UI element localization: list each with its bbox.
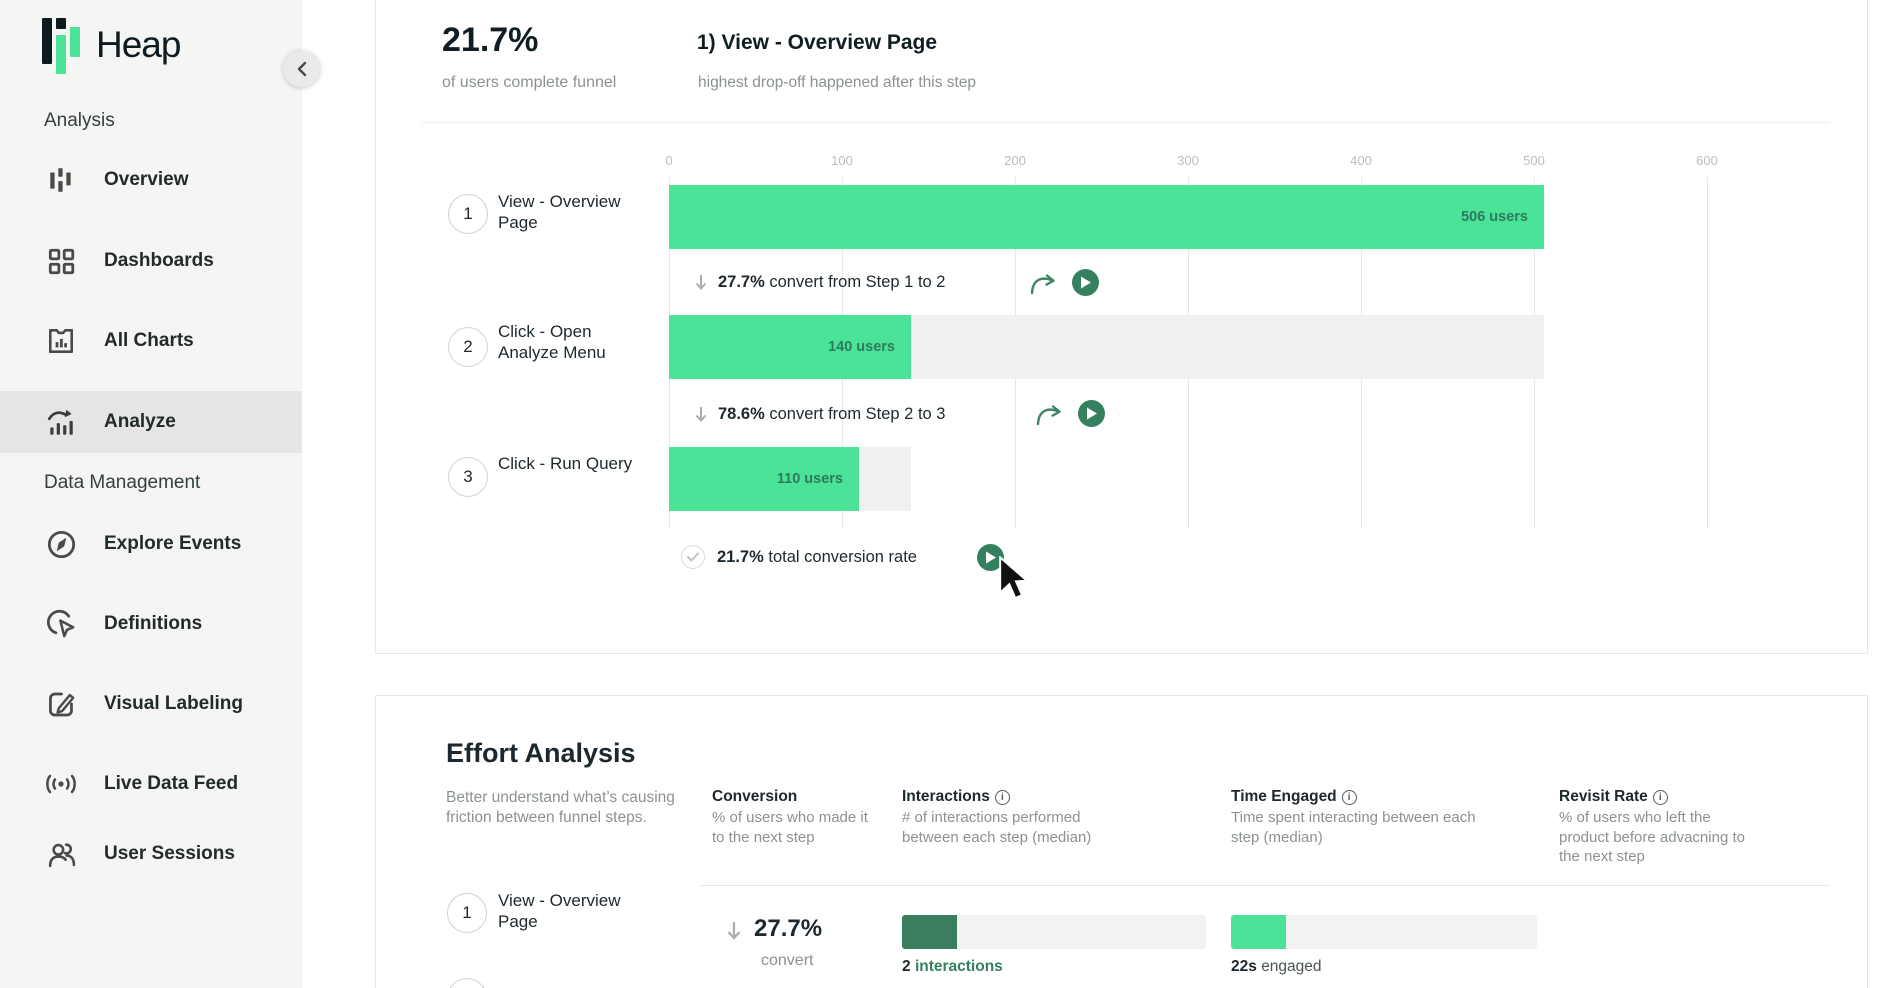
play-icon [1080,276,1091,289]
axis-tick: 500 [1523,153,1545,168]
play-session-button[interactable] [1072,269,1099,296]
funnel-card: 21.7% of users complete funnel 1) View -… [375,0,1868,654]
overview-icon [44,164,78,196]
bar-users-label: 140 users [828,339,895,355]
bar-users-label: 506 users [1461,209,1528,225]
heap-logo-text: Heap [96,24,181,65]
transition-text: 27.7% convert from Step 1 to 2 [718,272,946,291]
column-header-conversion: Conversion % of users who made it to the… [712,788,868,846]
total-conversion-text: 21.7% total conversion rate [717,547,917,566]
definitions-icon [44,608,78,640]
sidebar-item-live-data-feed[interactable]: Live Data Feed [0,753,302,815]
chevron-left-icon [295,61,309,77]
step-number-badge: 2 [447,978,487,988]
effort-analysis-card: Effort Analysis Better understand what’s… [375,695,1868,988]
step-number-badge: 1 [448,194,488,234]
column-header-interactions: Interactions i # of interactions performe… [902,788,1092,846]
step-label: View - Overview Page [498,192,621,232]
transition-row-1: 27.7% convert from Step 1 to 2 [692,249,945,315]
step-label: View - Overview Page [498,891,621,931]
funnel-dropoff-title: 1) View - Overview Page [697,31,938,54]
time-engaged-label: 22s engaged [1231,958,1322,975]
bar-users-label: 110 users [776,471,843,487]
sidebar-collapse-button[interactable] [283,50,320,87]
time-engaged-meter-fill [1231,915,1287,949]
funnel-dropoff-caption: highest drop-off happened after this ste… [698,74,977,91]
check-circle-icon [681,545,705,569]
curved-arrow-icon [1028,270,1058,296]
sidebar-item-explore-events[interactable]: Explore Events [0,513,302,575]
info-icon[interactable]: i [994,789,1010,805]
sidebar-section-analysis: Analysis [44,110,115,131]
axis-tick: 0 [665,153,673,168]
axis-tick: 400 [1350,153,1372,168]
axis-tick: 200 [1004,153,1026,168]
funnel-bar-step2[interactable]: 140 users [669,315,911,379]
explore-events-icon [44,528,78,560]
curved-arrow-icon [1034,401,1064,427]
interactions-label: 2 interactions [902,958,1003,975]
play-session-button[interactable] [1078,400,1105,427]
time-engaged-meter [1231,915,1537,949]
column-header-time-engaged: Time Engaged i Time spent interacting bet… [1231,788,1476,846]
arrow-down-icon [692,405,710,424]
heap-logo[interactable]: Heap [42,16,181,74]
effort-analysis-description: Better understand what’s causing frictio… [446,789,675,826]
funnel-summary-value: 21.7% [442,21,539,59]
effort-analysis-title: Effort Analysis [446,738,636,768]
arrow-down-icon [724,920,744,942]
interactions-meter-fill [902,915,957,949]
interactions-meter [902,915,1206,949]
transition-row-2: 78.6% convert from Step 2 to 3 [692,381,945,447]
conversion-caption: convert [761,952,814,969]
sidebar: Heap Analysis Overview Dashboards All Ch… [0,0,320,988]
step-number-badge: 3 [448,457,488,497]
step-number-badge: 1 [447,893,487,933]
arrow-down-icon [692,273,710,292]
info-icon[interactable]: i [1341,789,1357,805]
step-number-badge: 2 [448,327,488,367]
axis-tick: 600 [1696,153,1718,168]
header-divider [422,122,1830,123]
row-divider [700,885,1830,886]
analyze-icon [44,406,78,438]
sidebar-item-dashboards[interactable]: Dashboards [0,230,302,292]
funnel-summary-caption: of users complete funnel [442,74,617,91]
axis-tick: 300 [1177,153,1199,168]
all-charts-icon [44,325,78,357]
sidebar-item-all-charts[interactable]: All Charts [0,310,302,372]
funnel-bar-step1[interactable]: 506 users [669,185,1544,249]
play-icon [985,551,996,564]
live-data-feed-icon [44,768,78,800]
axis-tick: 100 [831,153,853,168]
sidebar-section-data-management: Data Management [44,472,201,493]
sidebar-item-visual-labeling[interactable]: Visual Labeling [0,673,302,735]
gridline [1707,177,1708,528]
play-icon [1086,407,1097,420]
mouse-cursor [998,556,1032,604]
dashboards-icon [44,245,78,277]
user-sessions-icon [44,838,78,870]
visual-labeling-icon [44,688,78,720]
transition-text: 78.6% convert from Step 2 to 3 [718,404,946,423]
sidebar-item-user-sessions[interactable]: User Sessions [0,823,302,885]
sidebar-item-definitions[interactable]: Definitions [0,593,302,655]
info-icon[interactable]: i [1652,789,1668,805]
step-label: Click - Run Query [498,454,633,473]
total-conversion-row: 21.7% total conversion rate [717,524,917,590]
sidebar-item-overview[interactable]: Overview [0,149,302,211]
funnel-bar-step3[interactable]: 110 users [669,447,859,511]
column-header-revisit-rate: Revisit Rate i % of users who left the pr… [1559,788,1745,865]
conversion-value: 27.7% [754,915,823,942]
sidebar-item-analyze[interactable]: Analyze [0,391,302,453]
step-label: Click - Open Analyze Menu [498,322,606,362]
heap-logo-icon [42,16,86,74]
